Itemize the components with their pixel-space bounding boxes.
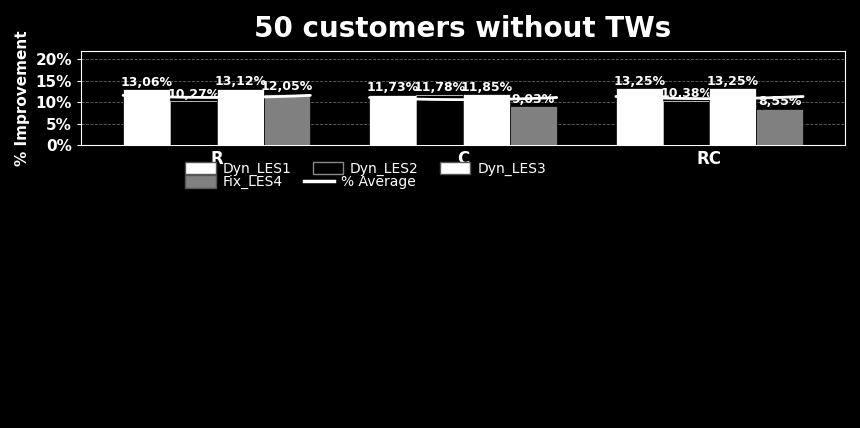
Text: 10,27%: 10,27% [167, 87, 219, 101]
Bar [123, 89, 170, 145]
Text: 11,73%: 11,73% [367, 81, 419, 94]
Text: 13,06%: 13,06% [120, 76, 173, 89]
Text: 13,25%: 13,25% [613, 75, 666, 88]
Bar [263, 94, 310, 145]
Bar [416, 95, 463, 145]
Text: 13,12%: 13,12% [214, 75, 267, 88]
Bar [510, 107, 556, 145]
Bar [170, 101, 217, 145]
Bar [217, 89, 263, 145]
Text: 11,78%: 11,78% [414, 81, 466, 94]
Bar [710, 89, 756, 145]
Bar [463, 95, 510, 145]
Bar [756, 109, 803, 145]
Bar [616, 89, 663, 145]
Text: 8,55%: 8,55% [758, 95, 802, 108]
Text: 11,85%: 11,85% [460, 81, 513, 94]
Title: 50 customers without TWs: 50 customers without TWs [255, 15, 672, 43]
Text: 13,25%: 13,25% [707, 75, 759, 88]
Y-axis label: % Improvement: % Improvement [15, 30, 30, 166]
Text: 9,03%: 9,03% [512, 93, 555, 106]
Legend: Fix_LES4, % Average: Fix_LES4, % Average [180, 169, 421, 195]
Text: 10,38%: 10,38% [660, 87, 712, 100]
Bar [663, 101, 710, 145]
Text: 12,05%: 12,05% [261, 80, 313, 93]
Bar [370, 95, 416, 145]
